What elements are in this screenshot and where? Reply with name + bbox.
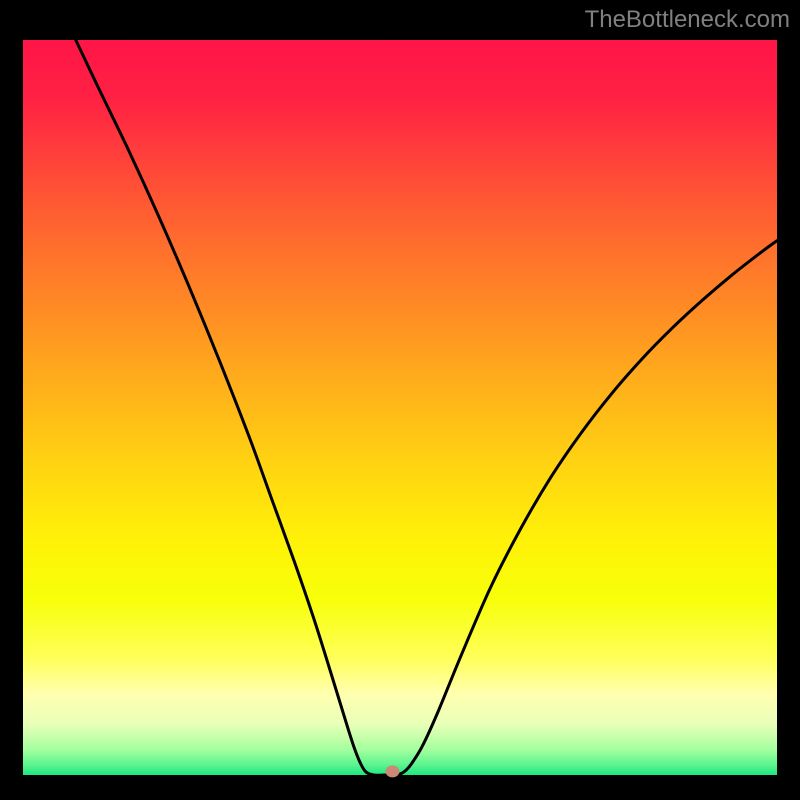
plot-background (23, 40, 777, 775)
optimal-point-marker (385, 765, 399, 777)
watermark-text: TheBottleneck.com (585, 6, 790, 34)
bottleneck-chart (0, 0, 800, 800)
chart-container: TheBottleneck.com (0, 0, 800, 800)
